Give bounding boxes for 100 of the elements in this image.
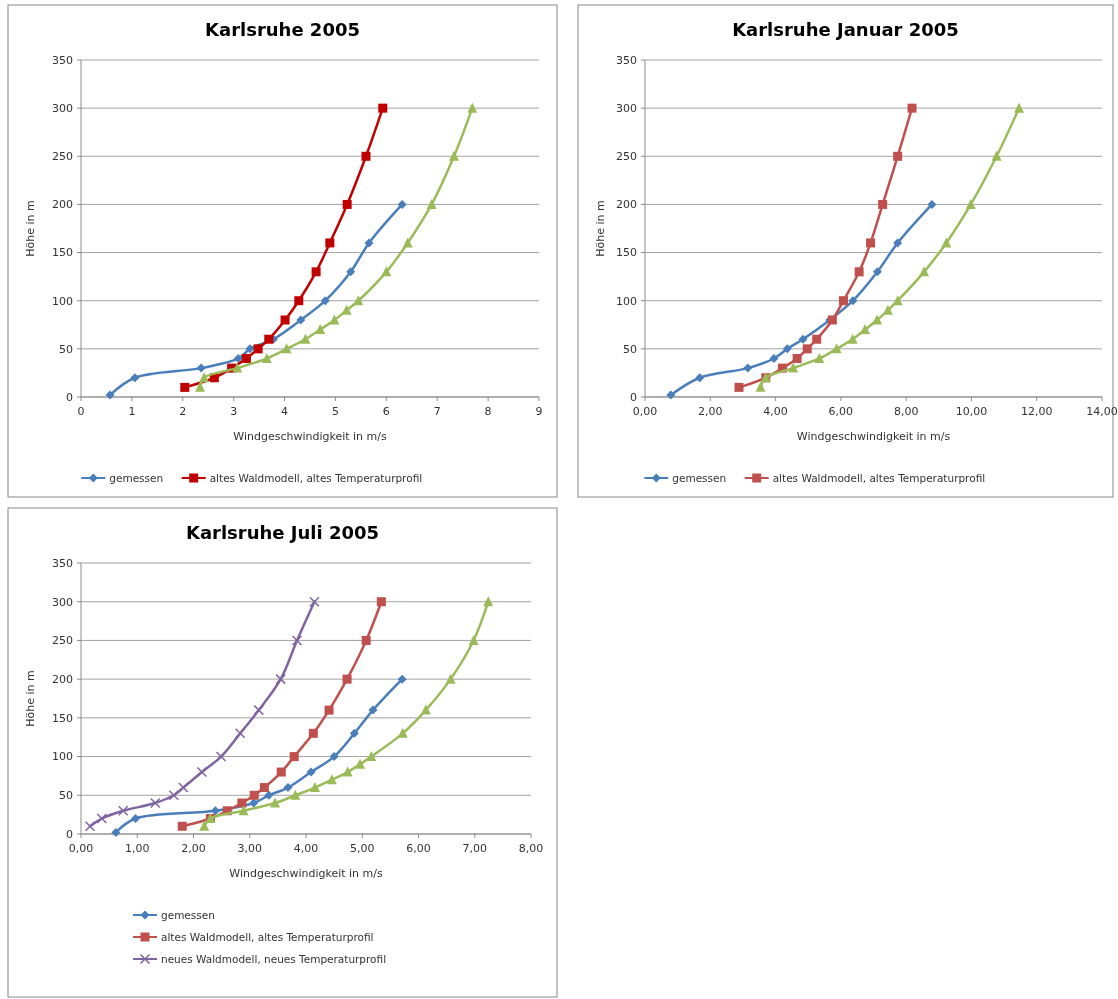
x-tick-label: 7,00	[462, 842, 487, 855]
point	[96, 813, 108, 824]
point	[199, 372, 210, 383]
y-tick-label: 100	[52, 750, 73, 764]
point	[467, 102, 478, 113]
point	[238, 805, 249, 816]
point	[342, 199, 352, 209]
point	[311, 267, 321, 277]
y-tick-label: 150	[52, 246, 73, 260]
point	[130, 373, 140, 383]
x-tick-label: 2,00	[181, 842, 206, 855]
point	[177, 821, 187, 831]
point	[355, 758, 365, 769]
point	[300, 333, 311, 344]
point	[831, 343, 842, 354]
point	[366, 751, 377, 762]
point	[294, 296, 304, 306]
x-tick-label: 10,00	[955, 405, 988, 418]
point	[253, 344, 263, 354]
x-axis-title: Windgeschwindigkeit in m/s	[229, 867, 384, 880]
chart-title: Karlsruhe 2005	[205, 19, 360, 40]
point	[361, 151, 371, 161]
point	[812, 334, 822, 344]
y-tick-label: 300	[616, 101, 637, 115]
point	[397, 727, 408, 738]
x-tick-label: 1,00	[125, 842, 150, 855]
point	[329, 752, 339, 762]
point	[275, 673, 286, 685]
point	[276, 767, 286, 777]
x-tick-label: 6,00	[406, 842, 431, 855]
point	[309, 596, 320, 607]
y-tick-label: 200	[52, 672, 73, 686]
point	[941, 237, 952, 248]
point	[893, 238, 903, 248]
y-tick-label: 300	[52, 101, 73, 115]
point	[892, 295, 903, 306]
point	[445, 673, 456, 684]
point	[325, 238, 335, 248]
y-tick-label: 350	[52, 53, 73, 67]
legend-label: gemessen	[672, 471, 727, 484]
x-tick-label: 12,00	[1020, 405, 1053, 418]
point	[315, 324, 326, 335]
y-tick-label: 200	[616, 198, 637, 212]
x-tick-label: 2	[179, 405, 187, 418]
y-axis-title: Höhe in m	[594, 200, 607, 257]
point	[168, 790, 180, 801]
point	[872, 314, 883, 325]
point	[368, 705, 378, 715]
point	[296, 315, 306, 325]
y-tick-label: 200	[52, 198, 73, 212]
point	[734, 382, 744, 392]
point	[281, 343, 292, 354]
point	[264, 334, 274, 344]
x-tick-label: 5	[331, 405, 339, 418]
point	[991, 150, 1002, 161]
point	[743, 363, 753, 373]
y-tick-label: 50	[623, 342, 637, 356]
point	[353, 295, 364, 306]
y-tick-label: 100	[52, 294, 73, 308]
point	[847, 333, 858, 344]
y-tick-label: 250	[52, 150, 73, 164]
point	[261, 352, 272, 363]
point	[234, 728, 246, 739]
y-tick-label: 300	[52, 595, 73, 609]
point	[860, 324, 871, 335]
point	[381, 266, 392, 277]
point	[111, 827, 121, 837]
point	[907, 103, 917, 113]
legend-label: altes Waldmodell, altes Temperaturprofil	[161, 930, 374, 943]
point	[965, 198, 976, 209]
point	[324, 705, 334, 715]
point	[232, 362, 243, 373]
point	[872, 267, 882, 277]
point	[259, 783, 269, 793]
point	[854, 267, 864, 277]
point	[196, 363, 206, 373]
x-tick-label: 0,00	[632, 405, 658, 418]
point	[788, 362, 799, 373]
point	[364, 238, 374, 248]
x-tick-label: 0	[77, 405, 85, 418]
legend-label: altes Waldmodell, altes Temperaturprofil	[209, 471, 423, 484]
x-tick-label: 14,00	[1086, 405, 1118, 418]
point	[270, 797, 281, 808]
x-axis-title: Windgeschwindigkeit in m/s	[796, 430, 951, 443]
point	[178, 782, 189, 793]
y-tick-label: 50	[59, 789, 73, 803]
y-tick-label: 150	[52, 711, 73, 725]
point	[308, 728, 318, 738]
point	[1014, 102, 1025, 113]
y-tick-label: 250	[52, 634, 73, 648]
point	[245, 344, 255, 354]
x-tick-label: 3,00	[237, 842, 262, 855]
y-tick-label: 50	[59, 342, 73, 356]
y-tick-label: 350	[616, 53, 637, 67]
point	[927, 199, 937, 209]
point	[195, 381, 206, 392]
point	[341, 304, 352, 315]
point	[838, 296, 848, 306]
legend-label: altes Waldmodell, altes Temperaturprofil	[772, 471, 986, 484]
y-axis-title: Höhe in m	[24, 670, 37, 727]
